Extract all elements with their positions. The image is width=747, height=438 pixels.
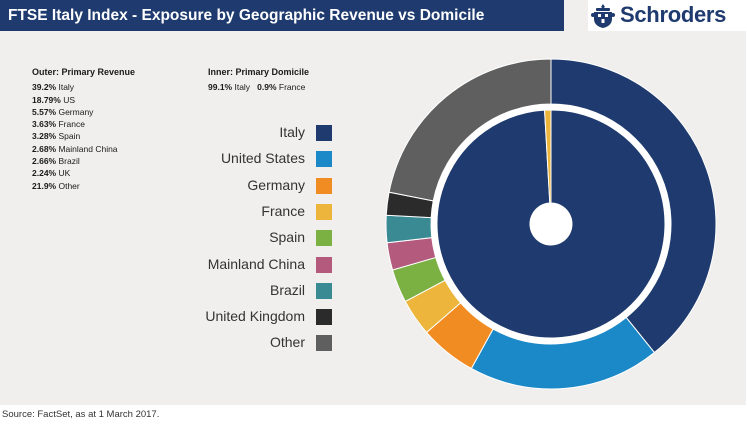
- outer-slice-brazil: [385, 214, 433, 244]
- outer-value-row: 2.24% UK: [32, 167, 135, 179]
- legend-item: France: [180, 203, 332, 221]
- outer-value-label: Brazil: [56, 156, 80, 167]
- outer-value-label: Germany: [56, 106, 94, 117]
- legend-swatch: [316, 151, 332, 168]
- legend-item: Italy: [180, 124, 332, 142]
- legend-item: Mainland China: [180, 256, 332, 274]
- legend-item: United Kingdom: [180, 308, 332, 326]
- legend-label: Mainland China: [207, 255, 305, 272]
- outer-revenue-block: Outer: Primary Revenue 39.2% Italy 18.79%…: [32, 66, 135, 192]
- outer-header: Outer: Primary Revenue: [32, 67, 136, 77]
- outer-value-row: 5.57% Germany: [32, 106, 135, 118]
- legend-swatch: [316, 309, 332, 326]
- legend-label: Spain: [269, 229, 305, 246]
- legend-swatch: [316, 335, 332, 352]
- legend-swatch: [316, 203, 332, 220]
- chart-legend: Italy United States Germany France Spain Main…: [180, 124, 332, 354]
- outer-value-label: Other: [56, 180, 80, 191]
- legend-item: Germany: [180, 177, 332, 195]
- legend-swatch: [316, 230, 332, 247]
- outer-value-row: 3.28% Spain: [32, 130, 135, 142]
- legend-item: Brazil: [180, 282, 332, 300]
- outer-value-label: US: [60, 94, 76, 105]
- schroders-logo: Schroders: [588, 0, 746, 31]
- legend-item: Spain: [180, 229, 332, 247]
- outer-value-pct: 5.57%: [32, 106, 57, 117]
- outer-value-label: Italy: [56, 82, 75, 93]
- legend-label: United States: [220, 150, 305, 167]
- legend-label: Italy: [279, 124, 305, 140]
- outer-value-label: France: [56, 119, 85, 130]
- outer-value-label: Spain: [56, 131, 81, 142]
- outer-value-row: 3.63% France: [32, 118, 135, 130]
- outer-value-pct: 2.66%: [32, 156, 57, 167]
- outer-value-pct: 21.9%: [32, 180, 57, 191]
- outer-value-label: UK: [56, 168, 71, 179]
- donut-center-hole: [530, 203, 572, 245]
- outer-value-pct: 18.79%: [32, 94, 61, 105]
- outer-value-pct: 2.24%: [32, 168, 57, 179]
- outer-value-label: Mainland China: [56, 143, 118, 154]
- chart-title: FTSE Italy Index - Exposure by Geographi…: [8, 7, 485, 24]
- legend-label: Brazil: [269, 281, 305, 298]
- outer-value-pct: 2.68%: [32, 143, 57, 154]
- inner-value-label: France: [276, 82, 306, 93]
- inner-domicile-block: Inner: Primary Domicile 99.1% Italy 0.9%…: [208, 66, 309, 94]
- inner-header: Inner: Primary Domicile: [208, 67, 310, 77]
- outer-value-row: 2.66% Brazil: [32, 155, 135, 167]
- legend-swatch: [316, 256, 332, 273]
- legend-item: United States: [180, 150, 332, 168]
- legend-label: United Kingdom: [205, 308, 305, 325]
- outer-value-pct: 3.28%: [32, 131, 57, 142]
- outer-value-row: 2.68% Mainland China: [32, 143, 135, 155]
- chart-card: FTSE Italy Index - Exposure by Geographi…: [0, 0, 746, 405]
- legend-swatch: [316, 125, 332, 141]
- inner-value-pct: 0.9%: [257, 82, 277, 93]
- legend-swatch: [316, 177, 332, 194]
- title-bar: FTSE Italy Index - Exposure by Geographi…: [0, 0, 564, 31]
- legend-label: Germany: [247, 176, 305, 193]
- legend-item: Other: [180, 334, 332, 352]
- inner-value-pct: 99.1%: [208, 82, 233, 93]
- nested-donut-chart: [385, 58, 717, 390]
- outer-value-pct: 3.63%: [32, 119, 57, 130]
- outer-value-row: 21.9% Other: [32, 180, 135, 192]
- outer-value-row: 18.79% US: [32, 94, 135, 106]
- source-note: Source: FactSet, as at 1 March 2017.: [2, 409, 160, 420]
- legend-label: France: [261, 202, 305, 219]
- outer-value-pct: 39.2%: [32, 82, 57, 93]
- schroders-crest-icon: [591, 4, 615, 28]
- legend-label: Other: [269, 334, 305, 351]
- inner-values-row: 99.1% Italy 0.9% France: [208, 81, 309, 93]
- outer-value-row: 39.2% Italy: [32, 81, 135, 93]
- brand-name: Schroders: [620, 2, 727, 27]
- inner-value-label: Italy: [232, 82, 258, 93]
- legend-swatch: [316, 282, 332, 299]
